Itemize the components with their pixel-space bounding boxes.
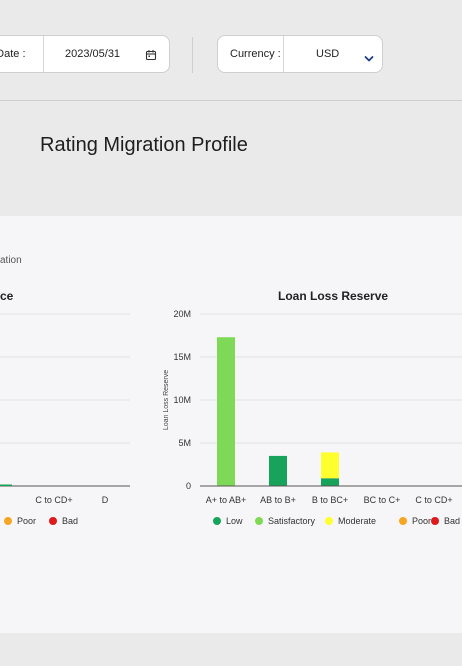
- legend-dot-icon: [325, 517, 333, 525]
- legend-item-low[interactable]: Low: [213, 516, 243, 526]
- legend-label: Bad: [62, 516, 79, 526]
- chevron-down-icon[interactable]: [364, 50, 374, 62]
- chart-bar: [321, 478, 339, 486]
- currency-select[interactable]: Currency : USD: [217, 35, 383, 73]
- x-tick-label: AB to B+: [260, 495, 296, 505]
- legend-dot-icon: [49, 517, 57, 525]
- loan-loss-reserve-chart: 0 5M 10M 15M 20M Loan Loss Reserve A+ to AB+ AB…: [163, 309, 462, 505]
- y-tick-label: 0: [186, 481, 191, 491]
- chart-bar: [321, 452, 339, 479]
- left-chart: C to CD+ D: [0, 313, 130, 505]
- legend-item-satisfactory[interactable]: Satisfactory: [255, 516, 315, 526]
- section-subtitle: ation: [0, 255, 22, 266]
- currency-value[interactable]: USD: [316, 48, 340, 60]
- chart-title: Loan Loss Reserve: [278, 289, 389, 303]
- currency-label: Currency :: [230, 48, 281, 60]
- y-axis-label: Loan Loss Reserve: [163, 370, 170, 430]
- legend-item-poor[interactable]: Poor: [399, 516, 431, 526]
- legend-label: Bad: [444, 516, 461, 526]
- currency-divider: [283, 36, 284, 72]
- left-chart-bar: [0, 484, 12, 486]
- x-tick-label: A+ to AB+: [206, 495, 247, 505]
- legend-label: Satisfactory: [268, 516, 316, 526]
- y-tick-label: 20M: [173, 309, 191, 319]
- legend-item-bad[interactable]: Bad: [431, 516, 460, 526]
- chart-bar: [269, 455, 287, 486]
- legend-label: Poor: [412, 516, 432, 526]
- x-tick-label: C to CD+: [415, 495, 452, 505]
- date-filter-label: n Date :: [0, 48, 26, 60]
- page-title: Rating Migration Profile: [40, 134, 248, 156]
- legend-dot-icon: [431, 517, 439, 525]
- x-tick-label: BC to C+: [364, 495, 401, 505]
- y-tick-label: 10M: [173, 395, 191, 405]
- calendar-icon[interactable]: [145, 48, 157, 61]
- legend-item-bad[interactable]: Bad: [49, 516, 78, 526]
- left-tick-label: D: [102, 495, 109, 505]
- x-tick-label: B to BC+: [312, 495, 348, 505]
- filter-divider: [192, 37, 193, 73]
- legend-label: Moderate: [338, 516, 377, 526]
- legend-item-moderate[interactable]: Moderate: [325, 516, 376, 526]
- legend-label: Poor: [17, 516, 37, 526]
- legend-dot-icon: [255, 517, 263, 525]
- date-filter[interactable]: n Date : 2023/05/31: [0, 35, 170, 73]
- filter-bar: n Date : 2023/05/31 Currency : USD: [0, 0, 462, 101]
- y-tick-label: 15M: [173, 352, 191, 362]
- chart-bar: [217, 337, 235, 486]
- legend-item-poor[interactable]: Poor: [4, 516, 36, 526]
- legend-label: Low: [226, 516, 243, 526]
- legend-dot-icon: [399, 517, 407, 525]
- y-tick-label: 5M: [178, 438, 191, 448]
- legend-dot-icon: [4, 517, 12, 525]
- date-value[interactable]: 2023/05/31: [65, 48, 121, 60]
- left-tick-label: C to CD+: [35, 495, 72, 505]
- date-filter-divider: [43, 36, 44, 72]
- legend-dot-icon: [213, 517, 221, 525]
- left-chart-title: ce: [0, 289, 14, 303]
